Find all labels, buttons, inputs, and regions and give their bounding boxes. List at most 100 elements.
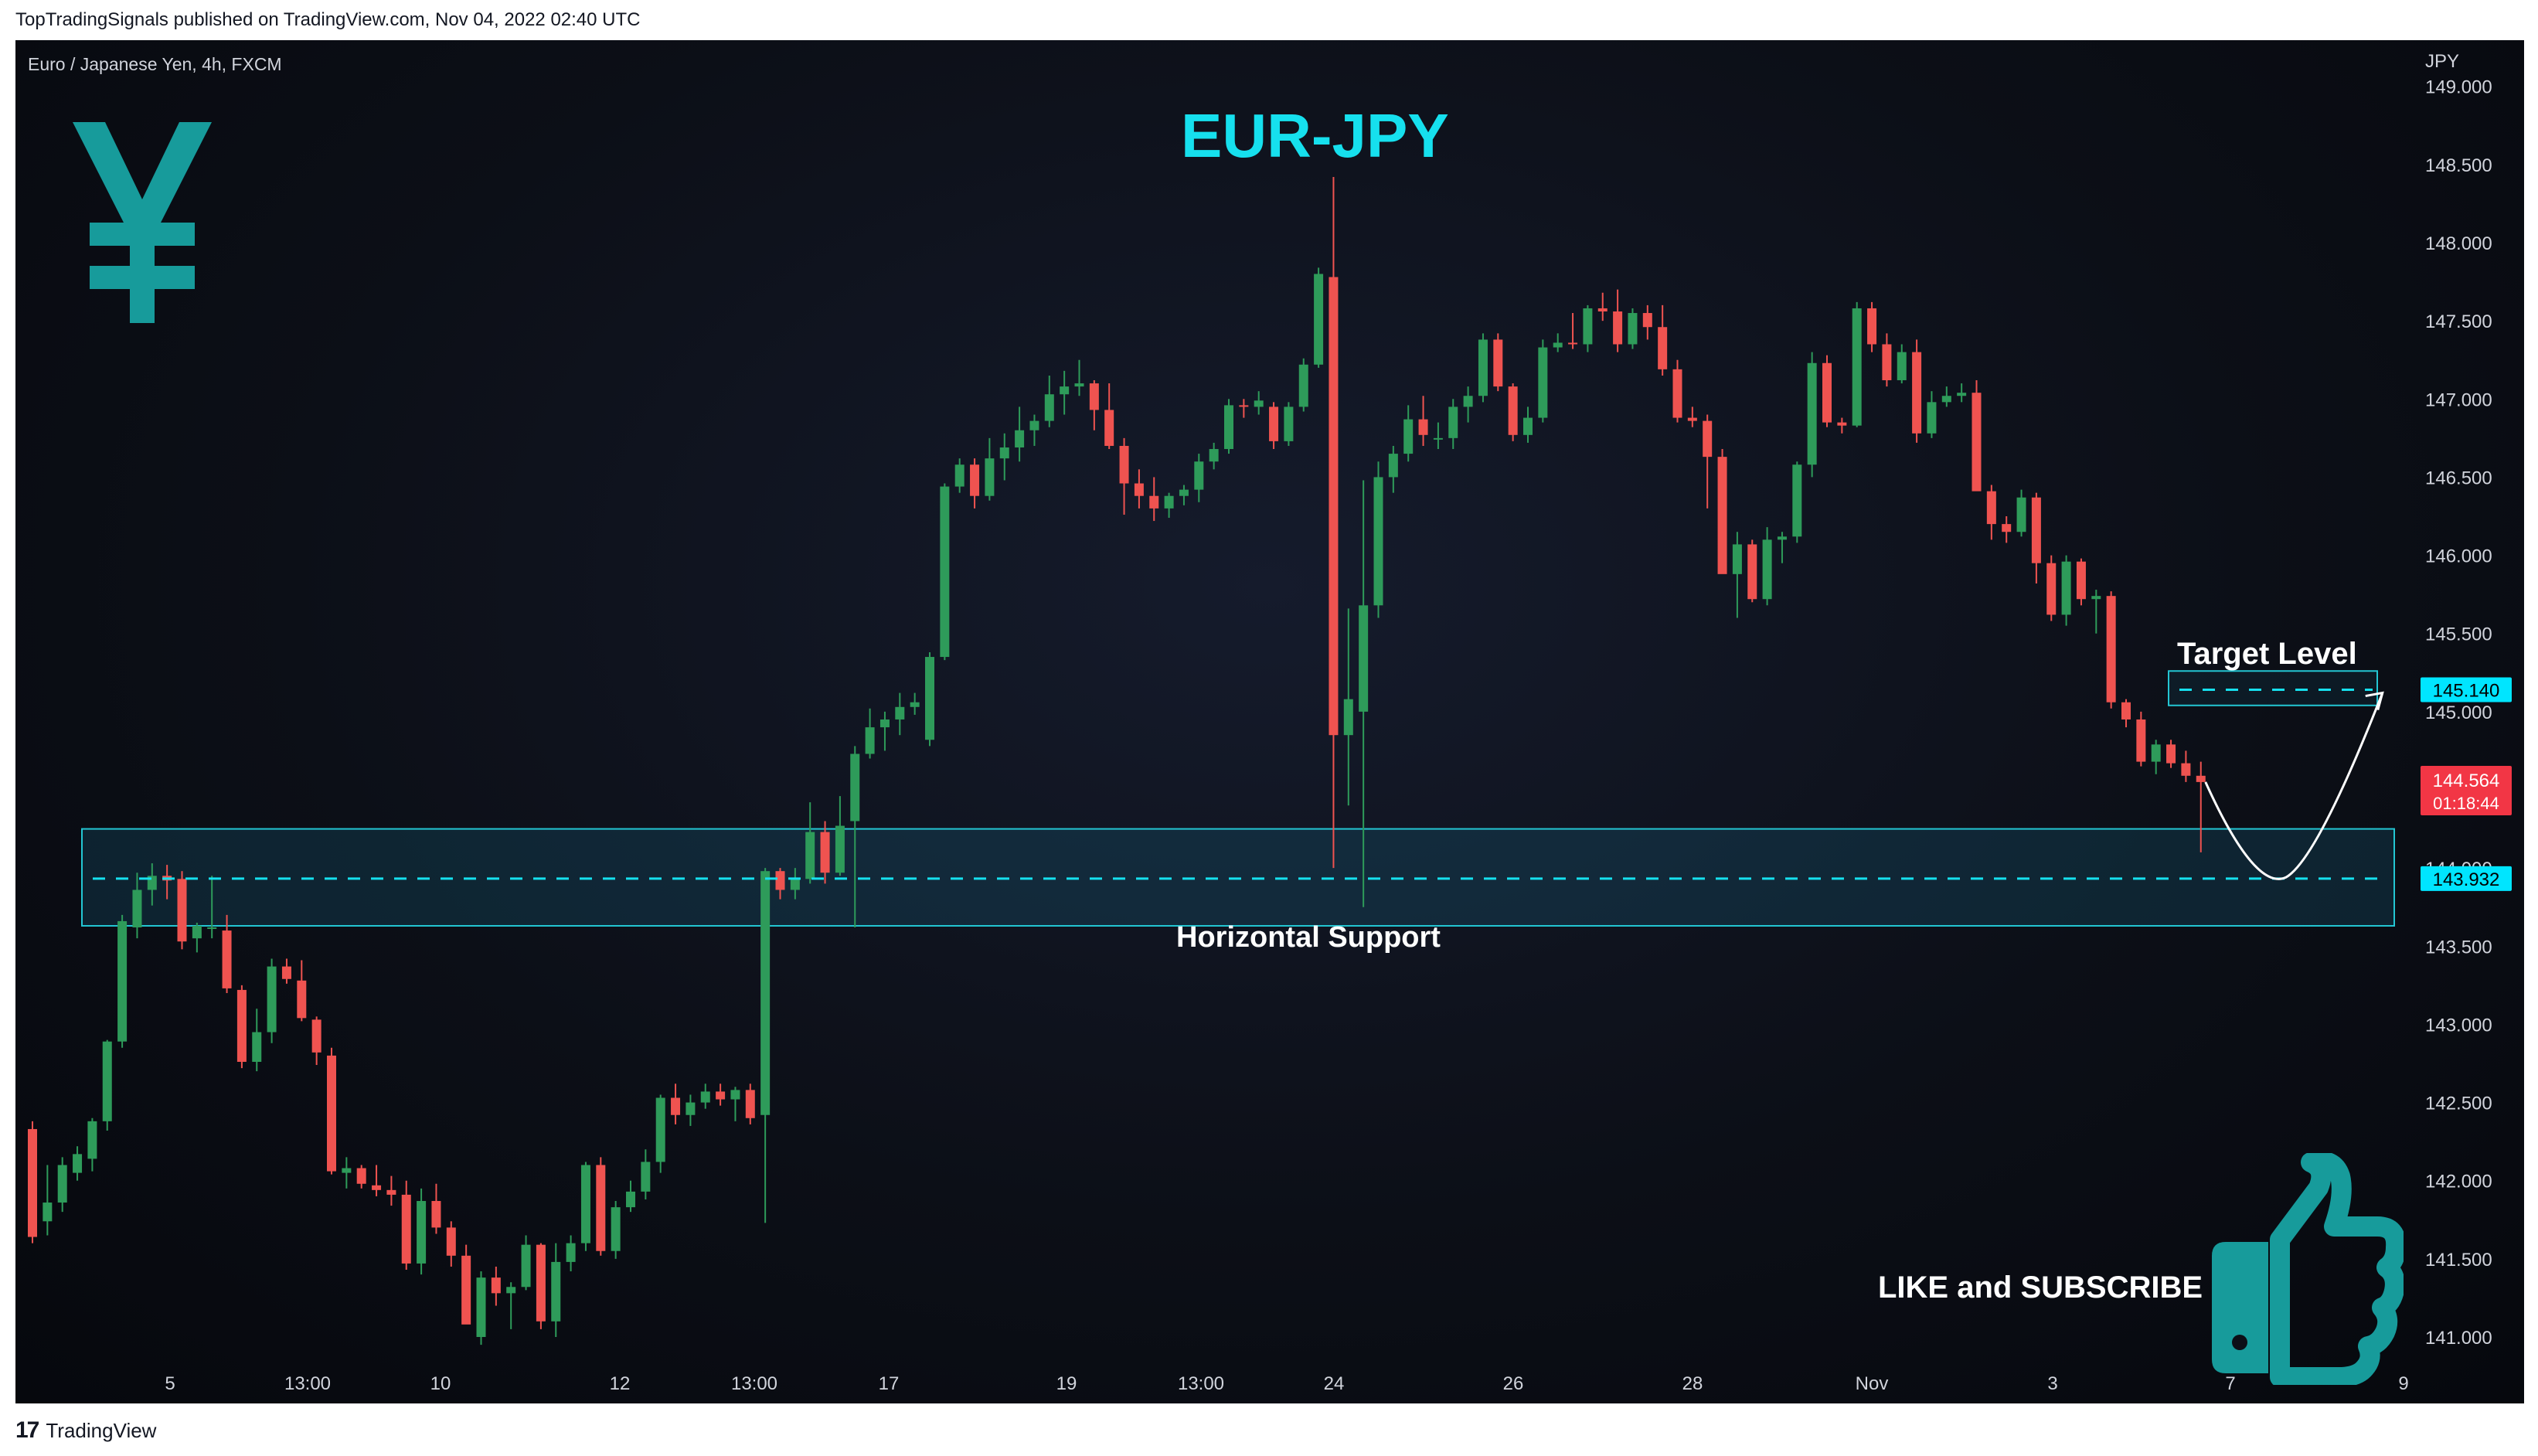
candle-body bbox=[641, 1162, 651, 1192]
candle-body bbox=[327, 1055, 336, 1172]
candle-body bbox=[1777, 536, 1787, 540]
candle-body bbox=[1478, 339, 1488, 396]
candle-body bbox=[970, 464, 980, 496]
candle-body bbox=[1373, 477, 1383, 606]
candle-body bbox=[2016, 497, 2026, 532]
candle-body bbox=[1329, 277, 1339, 736]
last-price-tag: 144.564 bbox=[2433, 771, 2500, 791]
candle-body bbox=[1179, 489, 1189, 496]
y-tick-label: 142.000 bbox=[2425, 1172, 2492, 1192]
candle-body bbox=[417, 1201, 427, 1264]
x-tick-label: 3 bbox=[2047, 1373, 2057, 1394]
candle-body bbox=[1015, 430, 1025, 447]
y-tick-label: 145.500 bbox=[2425, 624, 2492, 645]
candle-body bbox=[386, 1189, 396, 1195]
candle-body bbox=[1508, 386, 1518, 435]
y-tick-label: 141.000 bbox=[2425, 1328, 2492, 1349]
candle-body bbox=[1029, 420, 1039, 430]
x-tick-label: 17 bbox=[879, 1373, 900, 1394]
candle-body bbox=[730, 1090, 740, 1100]
candle-body bbox=[1060, 386, 1070, 395]
candle-body bbox=[177, 879, 187, 942]
x-tick-label: 7 bbox=[2225, 1373, 2235, 1394]
candlestick-chart[interactable]: 141.000 141.500 142.000 142.500 143.000 143.5… bbox=[15, 40, 2524, 1403]
candle-body bbox=[476, 1277, 486, 1337]
thumbs-up-icon[interactable] bbox=[2203, 1153, 2404, 1385]
candle-body bbox=[1747, 544, 1757, 600]
candle-body bbox=[2106, 596, 2116, 702]
candle-body bbox=[566, 1243, 576, 1262]
chart-title: EUR-JPY bbox=[1181, 101, 1449, 170]
candle-body bbox=[1658, 327, 1668, 369]
candle-body bbox=[222, 930, 232, 988]
candle-body bbox=[1568, 342, 1578, 345]
tv-logo-icon: 17 bbox=[15, 1417, 39, 1443]
footer-brand: TradingView bbox=[46, 1418, 157, 1442]
candle-body bbox=[1284, 407, 1294, 441]
candle-body bbox=[1119, 445, 1129, 484]
support-price-tag: 143.932 bbox=[2433, 869, 2500, 890]
y-tick-label: 146.500 bbox=[2425, 468, 2492, 488]
candle-body bbox=[1209, 449, 1219, 462]
candle-body bbox=[1493, 339, 1503, 387]
candle-body bbox=[1254, 400, 1264, 407]
yen-icon bbox=[73, 122, 212, 323]
candle-body bbox=[28, 1128, 37, 1237]
candle-body bbox=[1807, 362, 1817, 465]
bar-countdown: 01:18:44 bbox=[2433, 794, 2499, 813]
x-tick-label: 13:00 bbox=[284, 1373, 331, 1394]
y-tick-label: 148.500 bbox=[2425, 155, 2492, 176]
candle-body bbox=[431, 1201, 441, 1228]
y-tick-label: 147.000 bbox=[2425, 390, 2492, 410]
candle-body bbox=[910, 702, 920, 707]
candle-body bbox=[790, 879, 800, 890]
axis-unit-label: JPY bbox=[2425, 51, 2460, 72]
like-subscribe-label[interactable]: LIKE and SUBSCRIBE bbox=[1878, 1271, 2203, 1305]
candle-body bbox=[117, 920, 128, 1042]
candle-body bbox=[985, 458, 995, 496]
candle-body bbox=[536, 1244, 546, 1322]
candle-body bbox=[1927, 402, 1937, 434]
chart-area[interactable]: Euro / Japanese Yen, 4h, FXCM JPY 141.00… bbox=[15, 40, 2524, 1403]
candle-body bbox=[865, 727, 875, 754]
x-tick-label: 9 bbox=[2398, 1373, 2408, 1394]
candle-body bbox=[1164, 495, 1174, 509]
candle-body bbox=[1403, 419, 1414, 454]
candle-body bbox=[671, 1097, 681, 1115]
candle-body bbox=[925, 657, 934, 740]
candle-body bbox=[999, 447, 1009, 459]
candle-body bbox=[2196, 775, 2206, 782]
candle-body bbox=[1314, 274, 1324, 365]
candle-body bbox=[1941, 396, 1951, 403]
candle-body bbox=[2076, 561, 2086, 600]
x-tick-label: 13:00 bbox=[1178, 1373, 1224, 1394]
candle-body bbox=[1343, 699, 1353, 736]
candle-body bbox=[102, 1041, 112, 1121]
candle-body bbox=[1822, 362, 1832, 423]
tradingview-logo[interactable]: 17 TradingView bbox=[15, 1417, 156, 1444]
candle-body bbox=[132, 890, 142, 928]
candle-body bbox=[850, 754, 860, 822]
publish-line: TopTradingSignals published on TradingVi… bbox=[15, 9, 641, 30]
candle-body bbox=[2002, 524, 2012, 532]
candle-body bbox=[1867, 308, 1877, 345]
candle-body bbox=[1717, 457, 1727, 574]
candle-body bbox=[1732, 544, 1742, 574]
candle-body bbox=[686, 1102, 696, 1115]
candle-body bbox=[1642, 313, 1652, 328]
y-tick-label: 145.000 bbox=[2425, 702, 2492, 723]
x-tick-label: 19 bbox=[1056, 1373, 1077, 1394]
candle-body bbox=[491, 1277, 501, 1294]
candle-body bbox=[73, 1154, 83, 1173]
candle-body bbox=[760, 871, 771, 1115]
candle-body bbox=[311, 1019, 322, 1053]
candle-body bbox=[2136, 719, 2146, 762]
y-tick-label: 147.500 bbox=[2425, 311, 2492, 332]
candle-body bbox=[43, 1203, 53, 1222]
support-price-tag-bg bbox=[2421, 866, 2512, 891]
candle-body bbox=[1523, 417, 1533, 435]
candle-body bbox=[2181, 763, 2191, 776]
candle-body bbox=[372, 1185, 382, 1190]
candle-body bbox=[1089, 383, 1099, 410]
candle-body bbox=[2031, 497, 2041, 563]
